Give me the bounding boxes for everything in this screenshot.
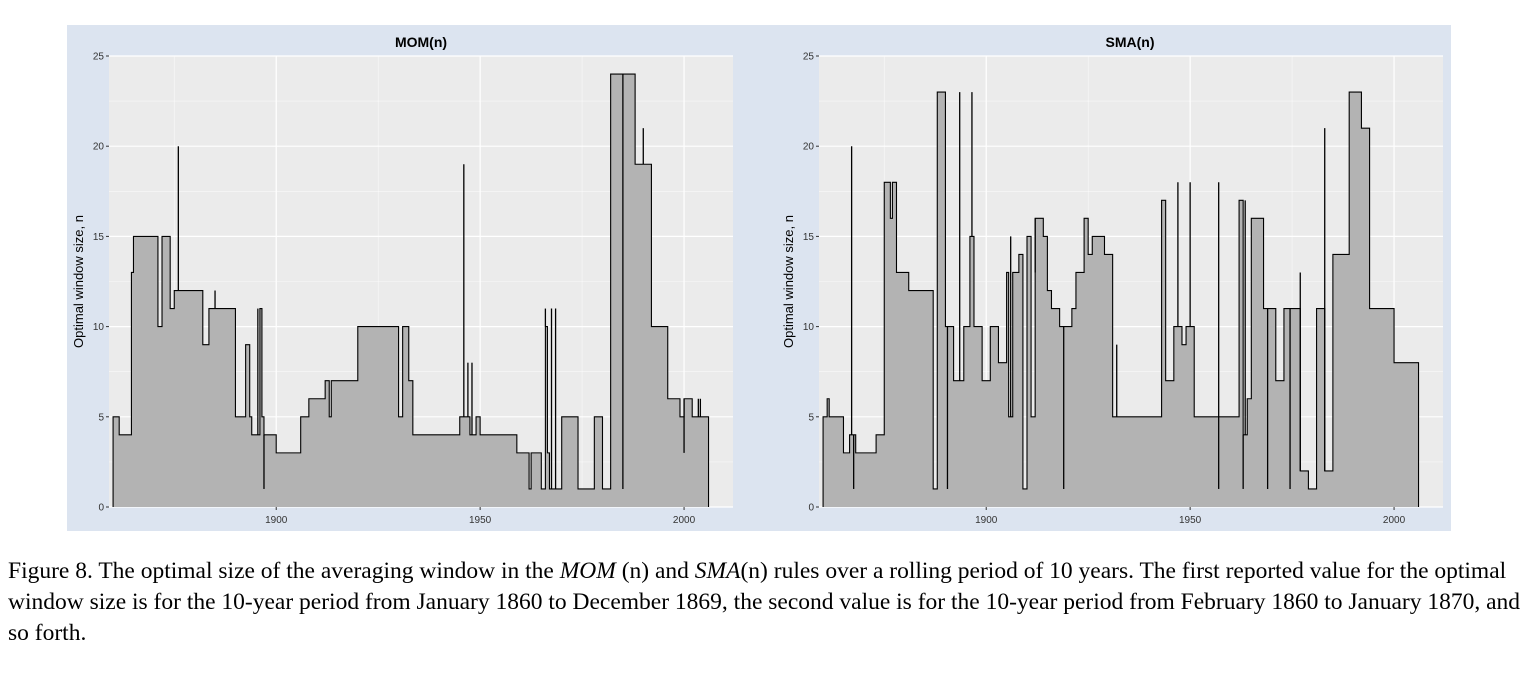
mom-y-tick-label: 25 [93,52,105,63]
sma-x-tick-label: 1900 [975,515,998,526]
mom-series-line [112,73,710,507]
sma-y-tick-label: 10 [803,322,815,333]
caption-mom-arg: (n) [621,558,650,584]
caption-mom-name: MOM [559,558,616,584]
sma-y-tick-label: 15 [803,232,815,243]
figure-panel: 0 5 10 15 20 25 1900 1950 2000 MOM(n) Optimal wind… [67,25,1451,531]
mom-y-tick-label: 15 [93,232,105,243]
sma-x-tick-label: 1950 [1179,515,1202,526]
figure-caption: Figure 8. The optimal size of the averag… [8,556,1523,649]
sma-series-area [823,92,1419,507]
sma-y-tick-label: 0 [808,503,814,514]
sma-y-axis-label: Optimal window size, n [781,215,796,348]
caption-sma-arg: (n) [740,558,768,584]
caption-text-3: rules over a rolling period of 10 years.… [8,558,1521,646]
figure-charts: 0 5 10 15 20 25 1900 1950 2000 MOM(n) Optimal wind… [71,34,1443,526]
mom-chart-title: MOM(n) [395,34,447,50]
sma-y-tick-label: 5 [808,412,814,423]
mom-y-tick-label: 5 [98,412,104,423]
mom-x-tick-label: 1900 [265,515,288,526]
sma-series-line [822,91,1420,507]
mom-y-axis-label: Optimal window size, n [71,215,86,348]
mom-y-tick-label: 10 [93,322,105,333]
caption-text-1: The optimal size of the averaging window… [98,558,554,584]
sma-chart-title: SMA(n) [1106,34,1155,50]
sma-y-tick-label: 20 [803,142,815,153]
sma-y-tick-label: 25 [803,52,815,63]
mom-x-tick-label: 2000 [673,515,696,526]
sma-x-tick-label: 2000 [1383,515,1406,526]
mom-chart: 0 5 10 15 20 25 1900 1950 2000 MOM(n) Optimal wind… [71,34,733,526]
caption-figure-label: Figure 8. [8,558,93,584]
mom-x-tick-label: 1950 [469,515,492,526]
caption-text-2: and [654,558,689,584]
mom-y-tick-label: 0 [98,503,104,514]
caption-sma-name: SMA [694,558,741,584]
sma-chart: 0 5 10 15 20 25 1900 1950 2000 SMA(n) Optimal wind… [781,34,1443,526]
mom-y-tick-label: 20 [93,142,105,153]
